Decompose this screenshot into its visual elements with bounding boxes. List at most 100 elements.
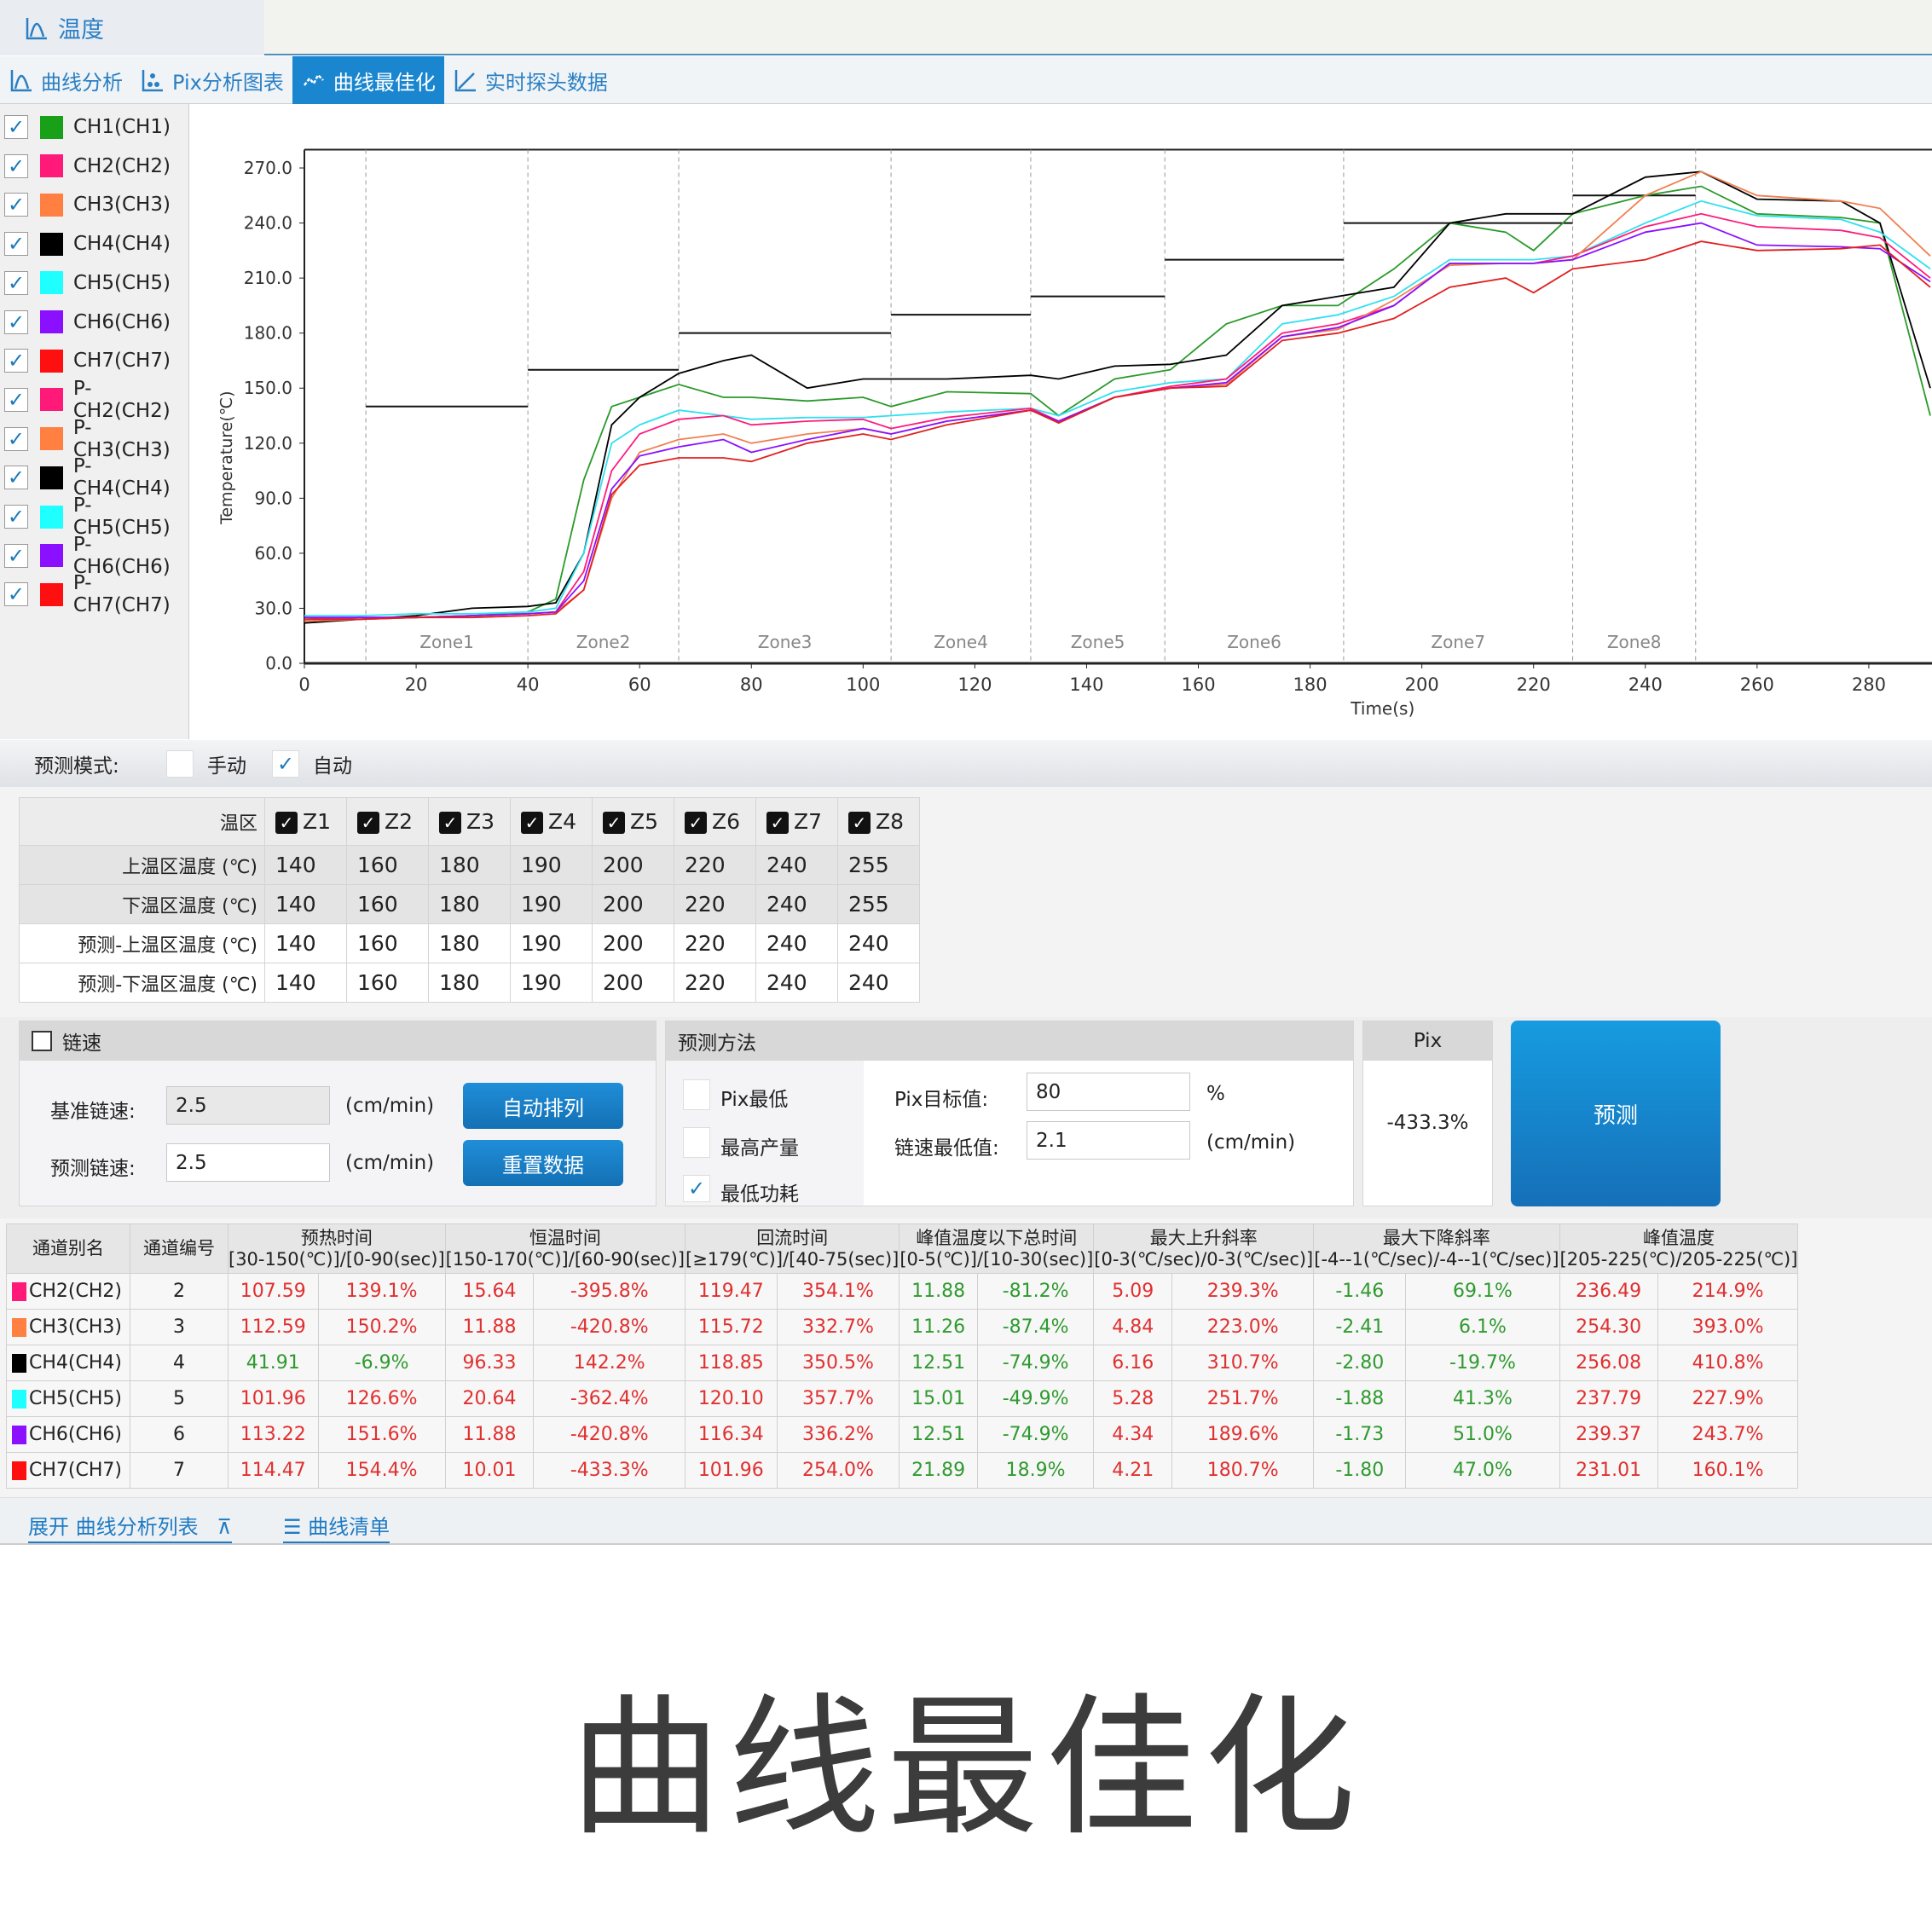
zone-value-cell[interactable]: 200 [592,923,674,963]
zone-value-cell[interactable]: 160 [346,923,429,963]
min-power-checkbox[interactable]: ✓ [683,1175,710,1202]
zone-column-header[interactable]: ✓ Z8 [837,797,920,846]
legend-item[interactable]: ✓ P-CH3(CH3) [4,417,188,461]
results-row[interactable]: CH4(CH4) 4 41.91 -6.9% 96.33 142.2% 118.85 350.… [6,1345,1799,1381]
legend-checkbox[interactable]: ✓ [4,232,28,257]
legend-item[interactable]: ✓ CH6(CH6) [4,307,171,338]
legend-checkbox[interactable]: ✓ [4,153,28,178]
zone-value-cell[interactable]: 240 [755,884,838,924]
tab-curve-analysis[interactable]: 曲线分析 [0,56,131,104]
zone-checkbox[interactable]: ✓ [275,812,298,834]
zone-value-cell[interactable]: 220 [674,845,756,885]
zone-value-cell[interactable]: 220 [674,963,756,1003]
legend-item[interactable]: ✓ P-CH2(CH2) [4,378,188,422]
zone-column-header[interactable]: ✓ Z5 [592,797,674,846]
legend-item[interactable]: ✓ CH3(CH3) [4,189,171,220]
manual-checkbox[interactable] [166,749,194,778]
zone-checkbox[interactable]: ✓ [521,812,543,834]
zone-value-cell[interactable]: 180 [428,884,511,924]
zone-value-cell[interactable]: 190 [510,963,593,1003]
zone-value-cell[interactable]: 220 [674,923,756,963]
tab-temperature[interactable]: 温度 [0,0,264,55]
zone-value-cell[interactable]: 190 [510,884,593,924]
zone-column-header[interactable]: ✓ Z4 [510,797,593,846]
results-row[interactable]: CH5(CH5) 5 101.96 126.6% 20.64 -362.4% 120.10 3… [6,1380,1799,1417]
zone-value-cell[interactable]: 200 [592,845,674,885]
zone-value-cell[interactable]: 240 [755,923,838,963]
auto-checkbox[interactable]: ✓ [272,749,299,778]
legend-checkbox[interactable]: ✓ [4,309,28,334]
zone-checkbox[interactable]: ✓ [357,812,379,834]
zone-value-cell[interactable]: 255 [837,845,920,885]
curve-list-link[interactable]: ☰ 曲线清单 [283,1510,390,1543]
zone-value-cell[interactable]: 180 [428,963,511,1003]
legend-item[interactable]: ✓ P-CH4(CH4) [4,455,188,500]
zone-value-cell[interactable]: 180 [428,845,511,885]
legend-item[interactable]: ✓ P-CH6(CH6) [4,534,188,578]
zone-column-header[interactable]: ✓ Z1 [264,797,347,846]
legend-checkbox[interactable]: ✓ [4,270,28,295]
legend-item[interactable]: ✓ CH2(CH2) [4,151,171,182]
legend-checkbox[interactable]: ✓ [4,426,28,451]
zone-column-header[interactable]: ✓ Z6 [674,797,756,846]
results-row[interactable]: CH7(CH7) 7 114.47 154.4% 10.01 -433.3% 101.96 2… [6,1452,1799,1489]
zone-value-cell[interactable]: 255 [837,884,920,924]
zone-checkbox[interactable]: ✓ [766,812,789,834]
zone-value-cell[interactable]: 240 [755,963,838,1003]
tab-pix-chart[interactable]: Pix分析图表 [131,56,292,104]
pred-speed-input[interactable]: 2.5 [166,1143,330,1182]
legend-checkbox[interactable]: ✓ [4,349,28,373]
base-speed-input[interactable]: 2.5 [166,1086,330,1125]
legend-item[interactable]: ✓ P-CH7(CH7) [4,572,188,616]
zone-checkbox[interactable]: ✓ [848,812,871,834]
zone-column-header[interactable]: ✓ Z2 [346,797,429,846]
zone-column-header[interactable]: ✓ Z7 [755,797,838,846]
zone-value-cell[interactable]: 160 [346,845,429,885]
legend-checkbox[interactable]: ✓ [4,505,28,529]
legend-checkbox[interactable]: ✓ [4,115,28,139]
zone-value-cell[interactable]: 200 [592,963,674,1003]
zone-value-cell[interactable]: 200 [592,884,674,924]
zone-value-cell[interactable]: 140 [264,923,347,963]
max-output-checkbox[interactable] [683,1127,710,1158]
legend-item[interactable]: ✓ CH5(CH5) [4,268,171,298]
expand-analysis-link[interactable]: 展开 曲线分析列表 ⊼ [28,1510,232,1543]
legend-item[interactable]: ✓ CH4(CH4) [4,228,171,259]
results-row[interactable]: CH2(CH2) 2 107.59 139.1% 15.64 -395.8% 119.47 3… [6,1273,1799,1310]
pix-target-input[interactable]: 80 [1027,1073,1190,1111]
legend-checkbox[interactable]: ✓ [4,466,28,490]
legend-item[interactable]: ✓ CH7(CH7) [4,345,171,376]
zone-value-cell[interactable]: 240 [755,845,838,885]
legend-checkbox[interactable]: ✓ [4,543,28,568]
results-row[interactable]: CH6(CH6) 6 113.22 151.6% 11.88 -420.8% 116.34 3… [6,1416,1799,1453]
zone-value-cell[interactable]: 140 [264,845,347,885]
results-row[interactable]: CH3(CH3) 3 112.59 150.2% 11.88 -420.8% 115.72 3… [6,1309,1799,1345]
pix-lowest-checkbox[interactable] [683,1079,710,1110]
zone-value-cell[interactable]: 220 [674,884,756,924]
zone-checkbox[interactable]: ✓ [685,812,707,834]
zone-value-cell[interactable]: 240 [837,963,920,1003]
zone-value-cell[interactable]: 140 [264,884,347,924]
zone-value-cell[interactable]: 190 [510,923,593,963]
zone-value-cell[interactable]: 180 [428,923,511,963]
min-speed-input[interactable]: 2.1 [1027,1121,1190,1160]
zone-checkbox[interactable]: ✓ [439,812,461,834]
legend-checkbox[interactable]: ✓ [4,582,28,607]
zone-value-cell[interactable]: 240 [837,923,920,963]
legend-checkbox[interactable]: ✓ [4,387,28,412]
predict-button[interactable]: 预测 [1511,1021,1721,1206]
zone-value-cell[interactable]: 160 [346,963,429,1003]
zone-column-header[interactable]: ✓ Z3 [428,797,511,846]
reset-data-button[interactable]: 重置数据 [463,1140,623,1186]
tab-curve-optimization[interactable]: 曲线最佳化 [292,56,444,104]
zone-value-cell[interactable]: 160 [346,884,429,924]
legend-item[interactable]: ✓ CH1(CH1) [4,112,171,142]
chain-speed-checkbox[interactable] [32,1031,52,1051]
tab-realtime-probe[interactable]: 实时探头数据 [444,56,616,104]
zone-checkbox[interactable]: ✓ [603,812,625,834]
auto-arrange-button[interactable]: 自动排列 [463,1083,623,1129]
zone-value-cell[interactable]: 140 [264,963,347,1003]
legend-checkbox[interactable]: ✓ [4,193,28,217]
zone-value-cell[interactable]: 190 [510,845,593,885]
legend-item[interactable]: ✓ P-CH5(CH5) [4,495,188,539]
